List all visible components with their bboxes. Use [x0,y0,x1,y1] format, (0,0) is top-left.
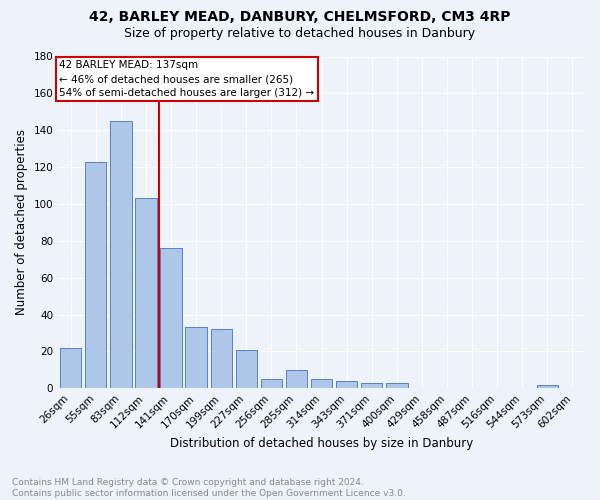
Bar [261,379,282,388]
Bar [136,198,157,388]
Bar [386,383,407,388]
Text: 42, BARLEY MEAD, DANBURY, CHELMSFORD, CM3 4RP: 42, BARLEY MEAD, DANBURY, CHELMSFORD, CM… [89,10,511,24]
Bar [236,350,257,389]
Bar [110,121,131,388]
Bar [311,379,332,388]
Bar [211,330,232,388]
Text: Contains HM Land Registry data © Crown copyright and database right 2024.
Contai: Contains HM Land Registry data © Crown c… [12,478,406,498]
Bar [537,384,558,388]
Bar [160,248,182,388]
Y-axis label: Number of detached properties: Number of detached properties [15,130,28,316]
Bar [60,348,82,389]
Text: Size of property relative to detached houses in Danbury: Size of property relative to detached ho… [124,28,476,40]
Bar [185,328,207,388]
Bar [361,383,382,388]
Bar [336,381,358,388]
Text: 42 BARLEY MEAD: 137sqm
← 46% of detached houses are smaller (265)
54% of semi-de: 42 BARLEY MEAD: 137sqm ← 46% of detached… [59,60,314,98]
Bar [286,370,307,388]
X-axis label: Distribution of detached houses by size in Danbury: Distribution of detached houses by size … [170,437,473,450]
Bar [85,162,106,388]
